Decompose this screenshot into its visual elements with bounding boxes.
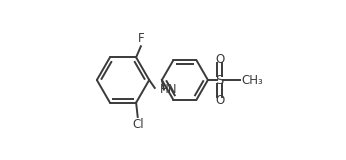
Text: Cl: Cl [132, 118, 144, 131]
Text: F: F [138, 32, 144, 45]
Text: S: S [216, 73, 224, 87]
Text: O: O [215, 53, 225, 66]
Text: HN: HN [160, 83, 177, 96]
Text: CH₃: CH₃ [241, 73, 263, 87]
Text: O: O [215, 94, 225, 107]
